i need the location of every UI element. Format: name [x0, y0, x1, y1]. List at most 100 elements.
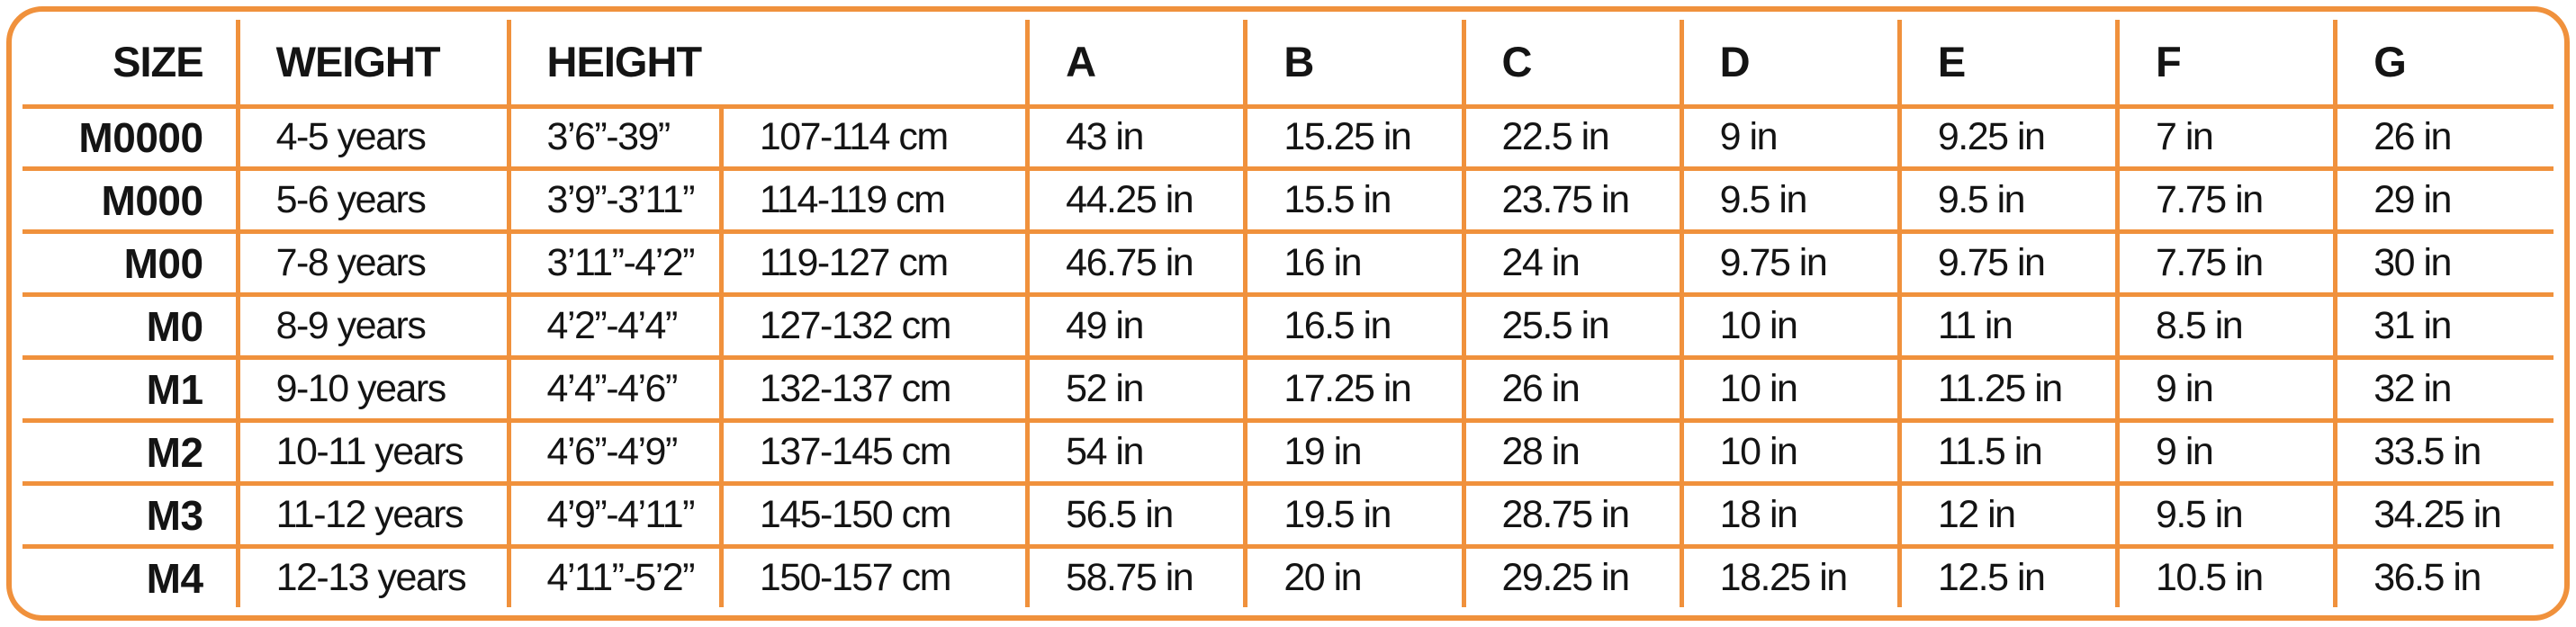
- measure-b-cell: 17.25 in: [1243, 355, 1466, 424]
- measure-d-cell: 9 in: [1679, 103, 1902, 172]
- header-row: SIZE WEIGHT HEIGHT A B C D E F G: [23, 20, 2553, 109]
- measure-e-cell: 9.25 in: [1896, 103, 2121, 172]
- table-row: M000 5-6 years 3’9”-3’11” 114-119 cm 44.…: [23, 166, 2553, 235]
- measure-c-cell: 25.5 in: [1461, 292, 1684, 361]
- table-row: M1 9-10 years 4’4”-4’6” 132-137 cm 52 in…: [23, 355, 2553, 424]
- weight-cell: 9-10 years: [235, 355, 511, 424]
- size-cell: M0000: [23, 103, 240, 172]
- size-cell: M000: [23, 166, 240, 235]
- size-table: SIZE WEIGHT HEIGHT A B C D E F G M0000 4…: [23, 20, 2553, 607]
- height-cm-cell: 107-114 cm: [718, 103, 1031, 172]
- size-cell: M3: [23, 481, 240, 550]
- measure-d-cell: 10 in: [1679, 355, 1902, 424]
- measure-d-cell: 10 in: [1679, 292, 1902, 361]
- size-cell: M0: [23, 292, 240, 361]
- measure-e-cell: 12.5 in: [1896, 544, 2121, 607]
- measure-e-cell: 12 in: [1896, 481, 2121, 550]
- measure-c-cell: 22.5 in: [1461, 103, 1684, 172]
- height-cm-cell: 132-137 cm: [718, 355, 1031, 424]
- table-row: M00 7-8 years 3’11”-4’2” 119-127 cm 46.7…: [23, 229, 2553, 298]
- measure-a-cell: 43 in: [1025, 103, 1248, 172]
- measure-c-cell: 26 in: [1461, 355, 1684, 424]
- height-cm-cell: 150-157 cm: [718, 544, 1031, 607]
- col-header-weight: WEIGHT: [235, 20, 511, 109]
- height-cm-cell: 119-127 cm: [718, 229, 1031, 298]
- col-header-b: B: [1243, 20, 1466, 109]
- col-header-c: C: [1461, 20, 1684, 109]
- height-cm-cell: 137-145 cm: [718, 418, 1031, 487]
- measure-b-cell: 16 in: [1243, 229, 1466, 298]
- measure-b-cell: 15.25 in: [1243, 103, 1466, 172]
- height-ft-cell: 3’11”-4’2”: [506, 229, 724, 298]
- measure-d-cell: 18.25 in: [1679, 544, 1902, 607]
- measure-b-cell: 16.5 in: [1243, 292, 1466, 361]
- height-cm-cell: 127-132 cm: [718, 292, 1031, 361]
- measure-c-cell: 28.75 in: [1461, 481, 1684, 550]
- measure-g-cell: 26 in: [2333, 103, 2553, 172]
- measure-c-cell: 24 in: [1461, 229, 1684, 298]
- measure-g-cell: 34.25 in: [2333, 481, 2553, 550]
- measure-g-cell: 33.5 in: [2333, 418, 2553, 487]
- measure-d-cell: 10 in: [1679, 418, 1902, 487]
- height-cm-cell: 114-119 cm: [718, 166, 1031, 235]
- height-cm-cell: 145-150 cm: [718, 481, 1031, 550]
- measure-f-cell: 10.5 in: [2115, 544, 2338, 607]
- height-ft-cell: 4’9”-4’11”: [506, 481, 724, 550]
- measure-g-cell: 29 in: [2333, 166, 2553, 235]
- measure-a-cell: 52 in: [1025, 355, 1248, 424]
- size-cell: M1: [23, 355, 240, 424]
- measure-c-cell: 23.75 in: [1461, 166, 1684, 235]
- measure-a-cell: 44.25 in: [1025, 166, 1248, 235]
- weight-cell: 5-6 years: [235, 166, 511, 235]
- size-chart: SIZE WEIGHT HEIGHT A B C D E F G M0000 4…: [6, 6, 2570, 621]
- measure-e-cell: 11 in: [1896, 292, 2121, 361]
- table-row: M0 8-9 years 4’2”-4’4” 127-132 cm 49 in …: [23, 292, 2553, 361]
- col-header-a: A: [1025, 20, 1248, 109]
- height-ft-cell: 3’6”-39”: [506, 103, 724, 172]
- measure-a-cell: 56.5 in: [1025, 481, 1248, 550]
- measure-e-cell: 9.5 in: [1896, 166, 2121, 235]
- size-cell: M00: [23, 229, 240, 298]
- measure-e-cell: 9.75 in: [1896, 229, 2121, 298]
- col-header-height: HEIGHT: [506, 20, 1031, 109]
- measure-a-cell: 58.75 in: [1025, 544, 1248, 607]
- table-row: M4 12-13 years 4’11”-5’2” 150-157 cm 58.…: [23, 544, 2553, 607]
- weight-cell: 10-11 years: [235, 418, 511, 487]
- table-row: M2 10-11 years 4’6”-4’9” 137-145 cm 54 i…: [23, 418, 2553, 487]
- measure-g-cell: 32 in: [2333, 355, 2553, 424]
- size-cell: M4: [23, 544, 240, 607]
- measure-e-cell: 11.25 in: [1896, 355, 2121, 424]
- measure-e-cell: 11.5 in: [1896, 418, 2121, 487]
- measure-f-cell: 9.5 in: [2115, 481, 2338, 550]
- measure-f-cell: 8.5 in: [2115, 292, 2338, 361]
- measure-f-cell: 7.75 in: [2115, 166, 2338, 235]
- measure-g-cell: 31 in: [2333, 292, 2553, 361]
- size-table-body: M0000 4-5 years 3’6”-39” 107-114 cm 43 i…: [23, 103, 2553, 607]
- height-ft-cell: 3’9”-3’11”: [506, 166, 724, 235]
- height-ft-cell: 4’2”-4’4”: [506, 292, 724, 361]
- col-header-e: E: [1896, 20, 2121, 109]
- size-cell: M2: [23, 418, 240, 487]
- measure-b-cell: 20 in: [1243, 544, 1466, 607]
- size-table-head: SIZE WEIGHT HEIGHT A B C D E F G: [23, 20, 2553, 109]
- col-header-d: D: [1679, 20, 1902, 109]
- measure-d-cell: 9.75 in: [1679, 229, 1902, 298]
- col-header-g: G: [2333, 20, 2553, 109]
- measure-f-cell: 7 in: [2115, 103, 2338, 172]
- table-row: M0000 4-5 years 3’6”-39” 107-114 cm 43 i…: [23, 103, 2553, 172]
- measure-a-cell: 54 in: [1025, 418, 1248, 487]
- measure-g-cell: 36.5 in: [2333, 544, 2553, 607]
- weight-cell: 7-8 years: [235, 229, 511, 298]
- height-ft-cell: 4’6”-4’9”: [506, 418, 724, 487]
- height-ft-cell: 4’11”-5’2”: [506, 544, 724, 607]
- height-ft-cell: 4’4”-4’6”: [506, 355, 724, 424]
- measure-a-cell: 49 in: [1025, 292, 1248, 361]
- measure-b-cell: 19.5 in: [1243, 481, 1466, 550]
- col-header-size: SIZE: [23, 20, 240, 109]
- weight-cell: 12-13 years: [235, 544, 511, 607]
- measure-c-cell: 29.25 in: [1461, 544, 1684, 607]
- measure-d-cell: 9.5 in: [1679, 166, 1902, 235]
- measure-b-cell: 19 in: [1243, 418, 1466, 487]
- measure-f-cell: 9 in: [2115, 418, 2338, 487]
- measure-f-cell: 9 in: [2115, 355, 2338, 424]
